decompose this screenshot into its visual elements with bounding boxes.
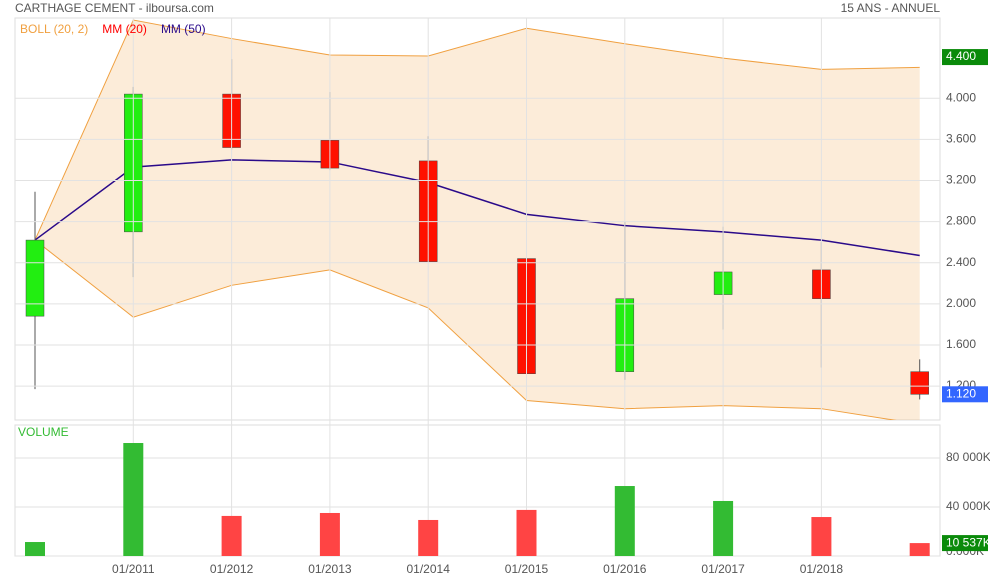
price-marker-label: 10 537K xyxy=(946,535,990,549)
price-marker-box xyxy=(942,535,988,552)
y-tick-label: 1.600 xyxy=(946,337,976,351)
volume-bar xyxy=(123,443,144,556)
legend-entry: MM (50) xyxy=(161,22,206,36)
y-tick-label: 3.600 xyxy=(946,131,976,145)
x-tick-label: 01/2018 xyxy=(800,562,844,576)
volume-bar xyxy=(418,519,439,556)
bollinger-upper xyxy=(34,19,920,241)
y-tick-label: 80 000K xyxy=(946,450,990,464)
y-tick-label: 2.000 xyxy=(946,296,976,310)
price-marker-box xyxy=(942,386,988,403)
y-tick-label: 2.400 xyxy=(946,255,976,269)
x-tick-label: 01/2012 xyxy=(210,562,254,576)
volume-bar xyxy=(713,500,734,556)
x-tick-label: 01/2014 xyxy=(407,562,451,576)
chart-subtitle: 15 ANS - ANNUEL xyxy=(841,1,941,15)
price-frame xyxy=(14,17,941,421)
moving-average-line xyxy=(34,159,920,257)
price-marker-box xyxy=(942,49,988,66)
volume-bar xyxy=(221,515,242,556)
x-tick-label: 01/2017 xyxy=(701,562,745,576)
x-tick-label: 01/2016 xyxy=(603,562,647,576)
volume-title: VOLUME xyxy=(18,425,69,439)
bollinger-band xyxy=(35,20,920,420)
legend-entry: BOLL (20, 2) xyxy=(20,22,88,36)
x-tick-label: 01/2015 xyxy=(505,562,549,576)
chart-title: CARTHAGE CEMENT - ilboursa.com xyxy=(15,1,214,15)
volume-bar xyxy=(614,486,635,556)
candle-body xyxy=(910,371,929,395)
y-tick-label: 4.000 xyxy=(946,90,976,104)
y-tick-label: 3.200 xyxy=(946,173,976,187)
volume-bar xyxy=(909,543,930,556)
x-tick-label: 01/2013 xyxy=(308,562,352,576)
y-tick-label: 2.800 xyxy=(946,214,976,228)
volume-bar xyxy=(516,509,537,556)
price-marker-label: 4.400 xyxy=(946,49,976,63)
candle-body xyxy=(25,239,45,317)
legend-entry: MM (20) xyxy=(102,22,147,36)
x-tick-label: 01/2011 xyxy=(112,562,155,576)
volume-bar xyxy=(319,512,340,556)
bollinger-lower xyxy=(34,239,897,420)
volume-frame xyxy=(14,424,941,557)
price-marker-label: 1.120 xyxy=(946,386,976,400)
price-plot xyxy=(25,19,929,420)
volume-bar xyxy=(811,517,832,556)
y-tick-label: 40 000K xyxy=(946,499,990,513)
volume-bar xyxy=(25,542,45,556)
